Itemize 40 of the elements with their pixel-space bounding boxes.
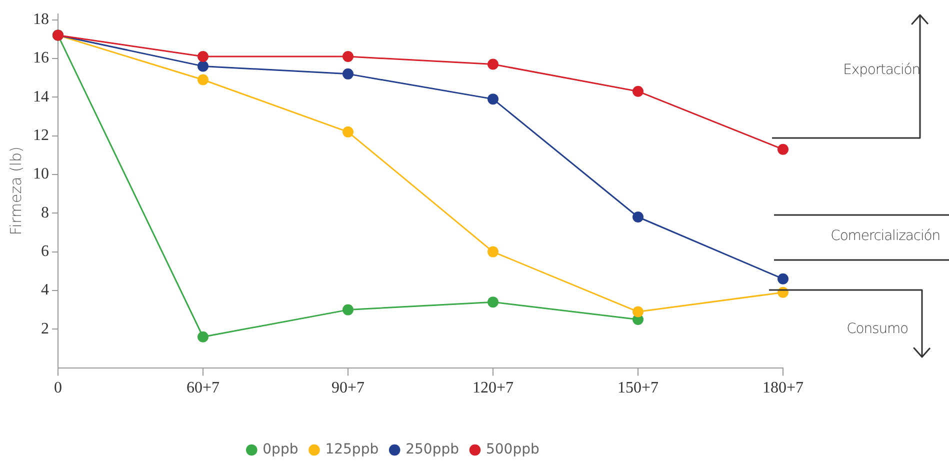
point — [198, 60, 208, 72]
y-tick-label: 6 — [41, 243, 49, 260]
point — [778, 273, 788, 284]
point — [342, 126, 354, 138]
y-tick-label: 14 — [33, 88, 49, 106]
legend-label: 0ppb — [262, 442, 298, 458]
point — [778, 144, 788, 155]
y-tick-label: 2 — [41, 320, 49, 338]
x-tick-label: 150+7 — [617, 380, 659, 397]
point — [488, 58, 498, 70]
x-tick-label: 90+7 — [331, 380, 365, 397]
point — [342, 304, 354, 316]
legend-label: 250ppb — [406, 442, 460, 458]
point — [632, 212, 644, 222]
point — [632, 306, 644, 318]
y-tick-label: 8 — [41, 204, 49, 222]
x-tick-label: 180+7 — [762, 380, 804, 397]
point — [198, 51, 208, 62]
y-tick-label: 4 — [41, 282, 49, 299]
text: Consumo — [846, 321, 908, 337]
point — [342, 51, 354, 62]
x-tick-label: 0 — [54, 380, 62, 397]
y-tick-label: 16 — [33, 50, 49, 67]
legend-label: 125ppb — [325, 442, 379, 458]
point — [488, 94, 498, 105]
y-tick-label: 10 — [33, 166, 49, 183]
point — [488, 246, 498, 258]
point — [198, 74, 208, 86]
y-tick-label: 18 — [33, 11, 49, 28]
point — [342, 68, 354, 80]
text: Comercialización — [830, 228, 940, 244]
x-tick-label: 120+7 — [472, 380, 514, 397]
y-axis-title: Firmeza (lb) — [6, 146, 25, 236]
legend-label: 500ppb — [486, 442, 540, 458]
x-tick-label: 60+7 — [186, 380, 220, 397]
point — [488, 296, 498, 308]
text: Exportación — [842, 62, 920, 78]
y-tick-label: 12 — [33, 127, 49, 144]
point — [198, 331, 208, 342]
point — [632, 86, 644, 97]
